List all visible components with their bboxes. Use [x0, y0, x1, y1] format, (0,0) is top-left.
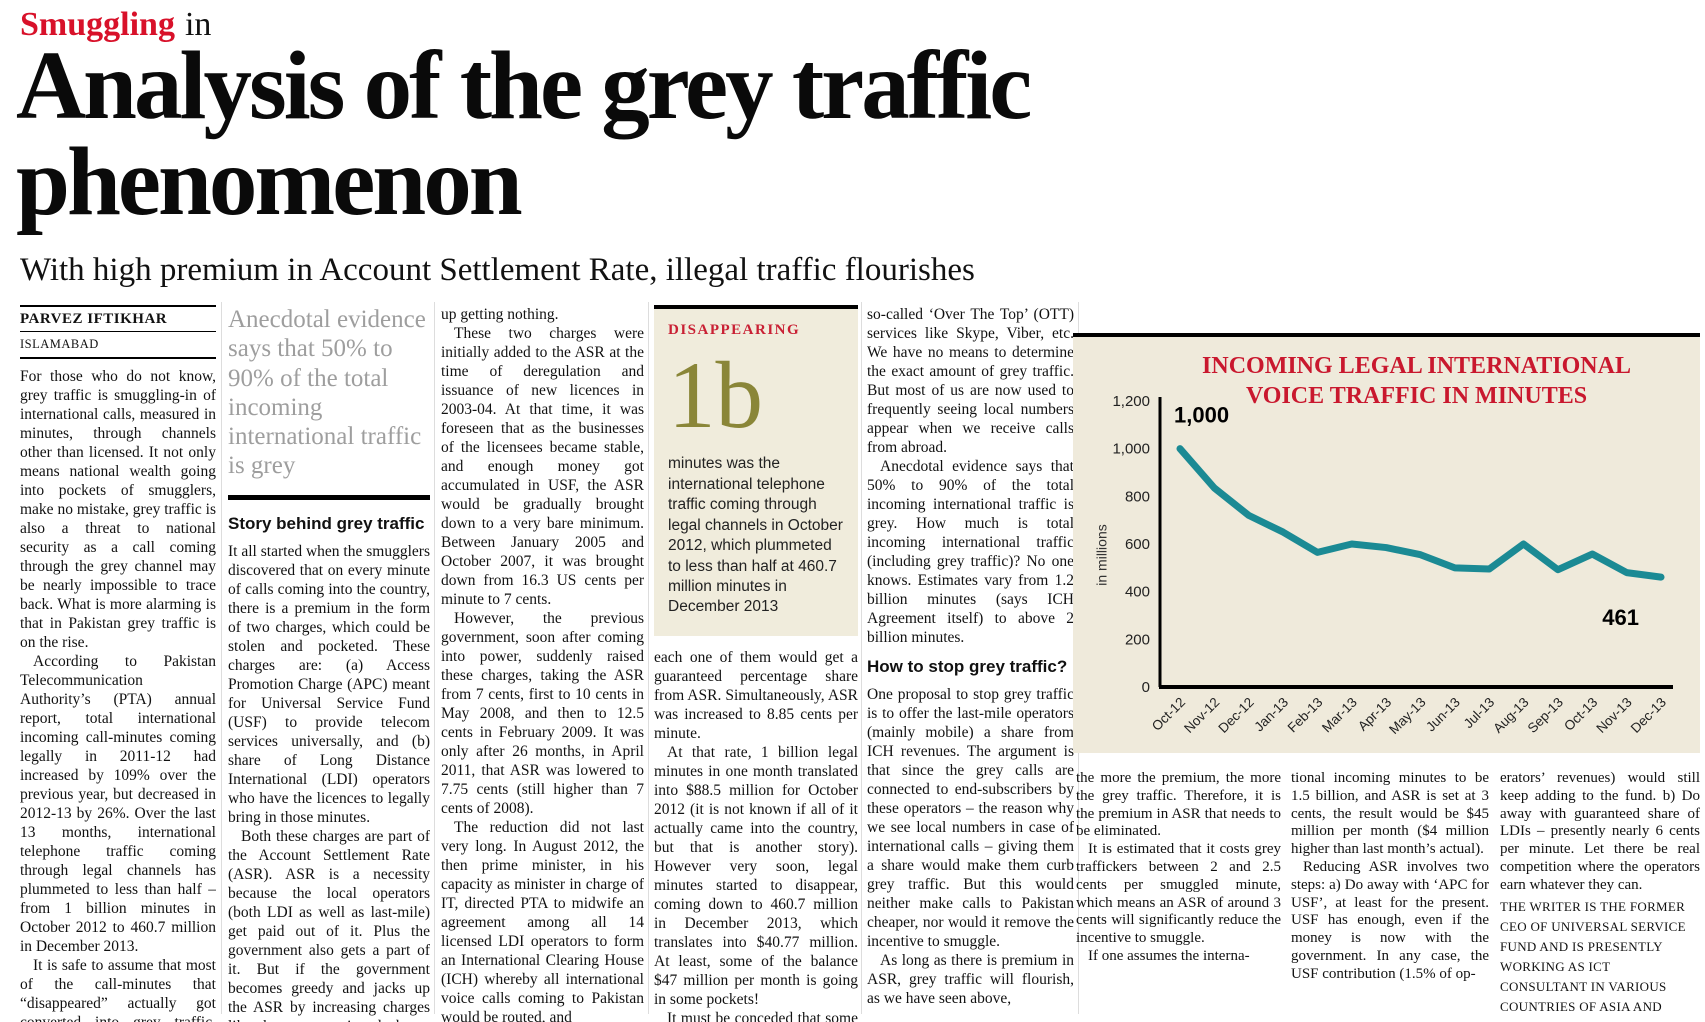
- kicker: Smuggling in: [20, 6, 211, 44]
- article-column-5: so-called ‘Over The Top’ (OTT) services …: [867, 305, 1074, 1022]
- stat-box-caption: minutes was the international telephone …: [668, 455, 843, 616]
- paragraph: For those who do not know, grey traffic …: [20, 368, 216, 651]
- article-column-3: up getting nothing. These two charges wer…: [441, 305, 644, 1022]
- column-rule: [434, 302, 435, 1014]
- paragraph: up getting nothing.: [441, 306, 559, 323]
- paragraph: As long as there is premium in ASR, grey…: [867, 952, 1074, 1007]
- svg-text:461: 461: [1602, 605, 1639, 630]
- paragraph: Both these charges are part of the Accou…: [228, 827, 430, 1022]
- chart-title: INCOMING LEGAL INTERNATIONAL VOICE TRAFF…: [1143, 351, 1690, 411]
- pull-quote: Anecdotal evidence says that 50% to 90% …: [228, 306, 426, 480]
- svg-text:Nov-13: Nov-13: [1593, 695, 1634, 736]
- byline-author: PARVEZ IFTIKHAR: [20, 307, 216, 332]
- column-2-paragraphs: It all started when the smugglers discov…: [228, 542, 430, 1022]
- svg-text:Jan-13: Jan-13: [1251, 695, 1291, 735]
- subtitle: With high premium in Account Settlement …: [20, 252, 975, 288]
- bottom-1-paragraphs: the more the premium, the more the grey …: [1076, 770, 1281, 966]
- byline: PARVEZ IFTIKHAR ISLAMABAD: [20, 305, 216, 359]
- svg-text:May-13: May-13: [1386, 695, 1428, 737]
- article-bottom-column-2: tional incoming minutes to be 1.5 billio…: [1291, 770, 1489, 1022]
- kicker-highlight: Smuggling: [20, 6, 175, 43]
- article-bottom-column-3: erators’ revenues) would still keep addi…: [1500, 770, 1700, 1022]
- paragraph: However, the previous government, soon a…: [441, 610, 644, 817]
- paragraph: Anecdotal evidence says that 50% to 90% …: [867, 458, 1074, 646]
- svg-text:Nov-12: Nov-12: [1181, 695, 1222, 736]
- stat-box: DISAPPEARING 1b minutes was the internat…: [654, 305, 858, 636]
- author-note: THE WRITER IS THE FORMER CEO OF UNIVERSA…: [1500, 898, 1686, 1022]
- column-rule: [861, 302, 862, 1014]
- subhead-how-to-stop-grey-traffic: How to stop grey traffic?: [867, 657, 1068, 676]
- paragraph: erators’ revenues) would still keep addi…: [1500, 770, 1700, 893]
- chart-title-line-2: VOICE TRAFFIC IN MINUTES: [1245, 383, 1588, 409]
- paragraph: tional incoming minutes to be 1.5 billio…: [1291, 770, 1489, 858]
- bottom-2-paragraphs: tional incoming minutes to be 1.5 billio…: [1291, 770, 1489, 984]
- svg-text:Sep-13: Sep-13: [1525, 695, 1566, 736]
- paragraph: The reduction did not last very long. In…: [441, 819, 644, 1022]
- paragraph: It is estimated that it costs grey traff…: [1076, 841, 1281, 947]
- svg-text:Jun-13: Jun-13: [1423, 695, 1463, 735]
- column-5-paragraphs-before: so-called ‘Over The Top’ (OTT) services …: [867, 305, 1074, 647]
- svg-text:Aug-13: Aug-13: [1490, 695, 1531, 736]
- article-column-1: PARVEZ IFTIKHAR ISLAMABAD For those who …: [20, 305, 216, 1022]
- svg-text:Oct-13: Oct-13: [1561, 695, 1600, 734]
- column-1-paragraphs: For those who do not know, grey traffic …: [20, 367, 216, 1022]
- paragraph: It all started when the smugglers discov…: [228, 542, 430, 826]
- svg-text:Dec-13: Dec-13: [1628, 695, 1669, 736]
- chart-svg: 02004006008001,0001,200Oct-12Nov-12Dec-1…: [1112, 393, 1673, 737]
- paragraph: One proposal to stop grey traffic is to …: [867, 686, 1074, 950]
- paragraph: If one assumes the interna-: [1088, 947, 1250, 964]
- article-column-4: DISAPPEARING 1b minutes was the internat…: [654, 305, 858, 1022]
- subhead-story-behind-grey-traffic: Story behind grey traffic: [228, 513, 425, 533]
- paragraph: At that rate, 1 billion legal minutes in…: [654, 743, 858, 1008]
- svg-text:600: 600: [1125, 536, 1150, 553]
- paragraph: the more the premium, the more the grey …: [1076, 770, 1281, 840]
- svg-text:1,000: 1,000: [1174, 403, 1229, 428]
- column-5-paragraphs-after: One proposal to stop grey traffic is to …: [867, 685, 1074, 1008]
- paragraph: each one of them would get a guaranteed …: [654, 648, 858, 742]
- svg-text:1,000: 1,000: [1112, 441, 1150, 458]
- svg-text:Feb-13: Feb-13: [1285, 695, 1326, 736]
- chart-title-line-1: INCOMING LEGAL INTERNATIONAL: [1202, 353, 1631, 379]
- article-column-2: Anecdotal evidence says that 50% to 90% …: [228, 305, 430, 1022]
- bottom-3-paragraphs: erators’ revenues) would still keep addi…: [1500, 770, 1700, 895]
- section-rule: [228, 494, 430, 500]
- svg-text:400: 400: [1125, 584, 1150, 601]
- svg-text:Dec-12: Dec-12: [1215, 695, 1256, 736]
- paragraph: These two charges were initially added t…: [441, 325, 644, 608]
- paragraph: It must be conceded that some of the leg…: [667, 1009, 858, 1022]
- byline-location: ISLAMABAD: [20, 337, 99, 351]
- page-title: Analysis of the grey traffic phenomenon: [16, 32, 1032, 236]
- svg-text:800: 800: [1125, 488, 1150, 505]
- svg-text:Mar-13: Mar-13: [1319, 695, 1360, 736]
- article-bottom-column-1: the more the premium, the more the grey …: [1076, 770, 1281, 1022]
- column-rule: [648, 302, 649, 1014]
- svg-text:0: 0: [1142, 679, 1150, 696]
- kicker-rest: in: [184, 6, 212, 43]
- column-3-paragraphs: up getting nothing. These two charges wer…: [441, 305, 644, 1022]
- paragraph: According to Pakistan Telecommunication …: [20, 653, 216, 955]
- column-rule: [221, 302, 222, 1014]
- column-4-paragraphs: each one of them would get a guaranteed …: [654, 648, 858, 1022]
- stat-box-label: DISAPPEARING: [668, 322, 801, 338]
- stat-box-value: 1b: [668, 342, 763, 448]
- paragraph: so-called ‘Over The Top’ (OTT) services …: [867, 306, 1074, 456]
- svg-text:Oct-12: Oct-12: [1149, 695, 1188, 734]
- svg-text:1,200: 1,200: [1112, 393, 1150, 410]
- svg-text:200: 200: [1125, 631, 1150, 648]
- paragraph: Reducing ASR involves two steps: a) Do a…: [1291, 858, 1489, 982]
- paragraph: It is safe to assume that most of the ca…: [20, 957, 216, 1022]
- traffic-chart: INCOMING LEGAL INTERNATIONAL VOICE TRAFF…: [1073, 333, 1700, 753]
